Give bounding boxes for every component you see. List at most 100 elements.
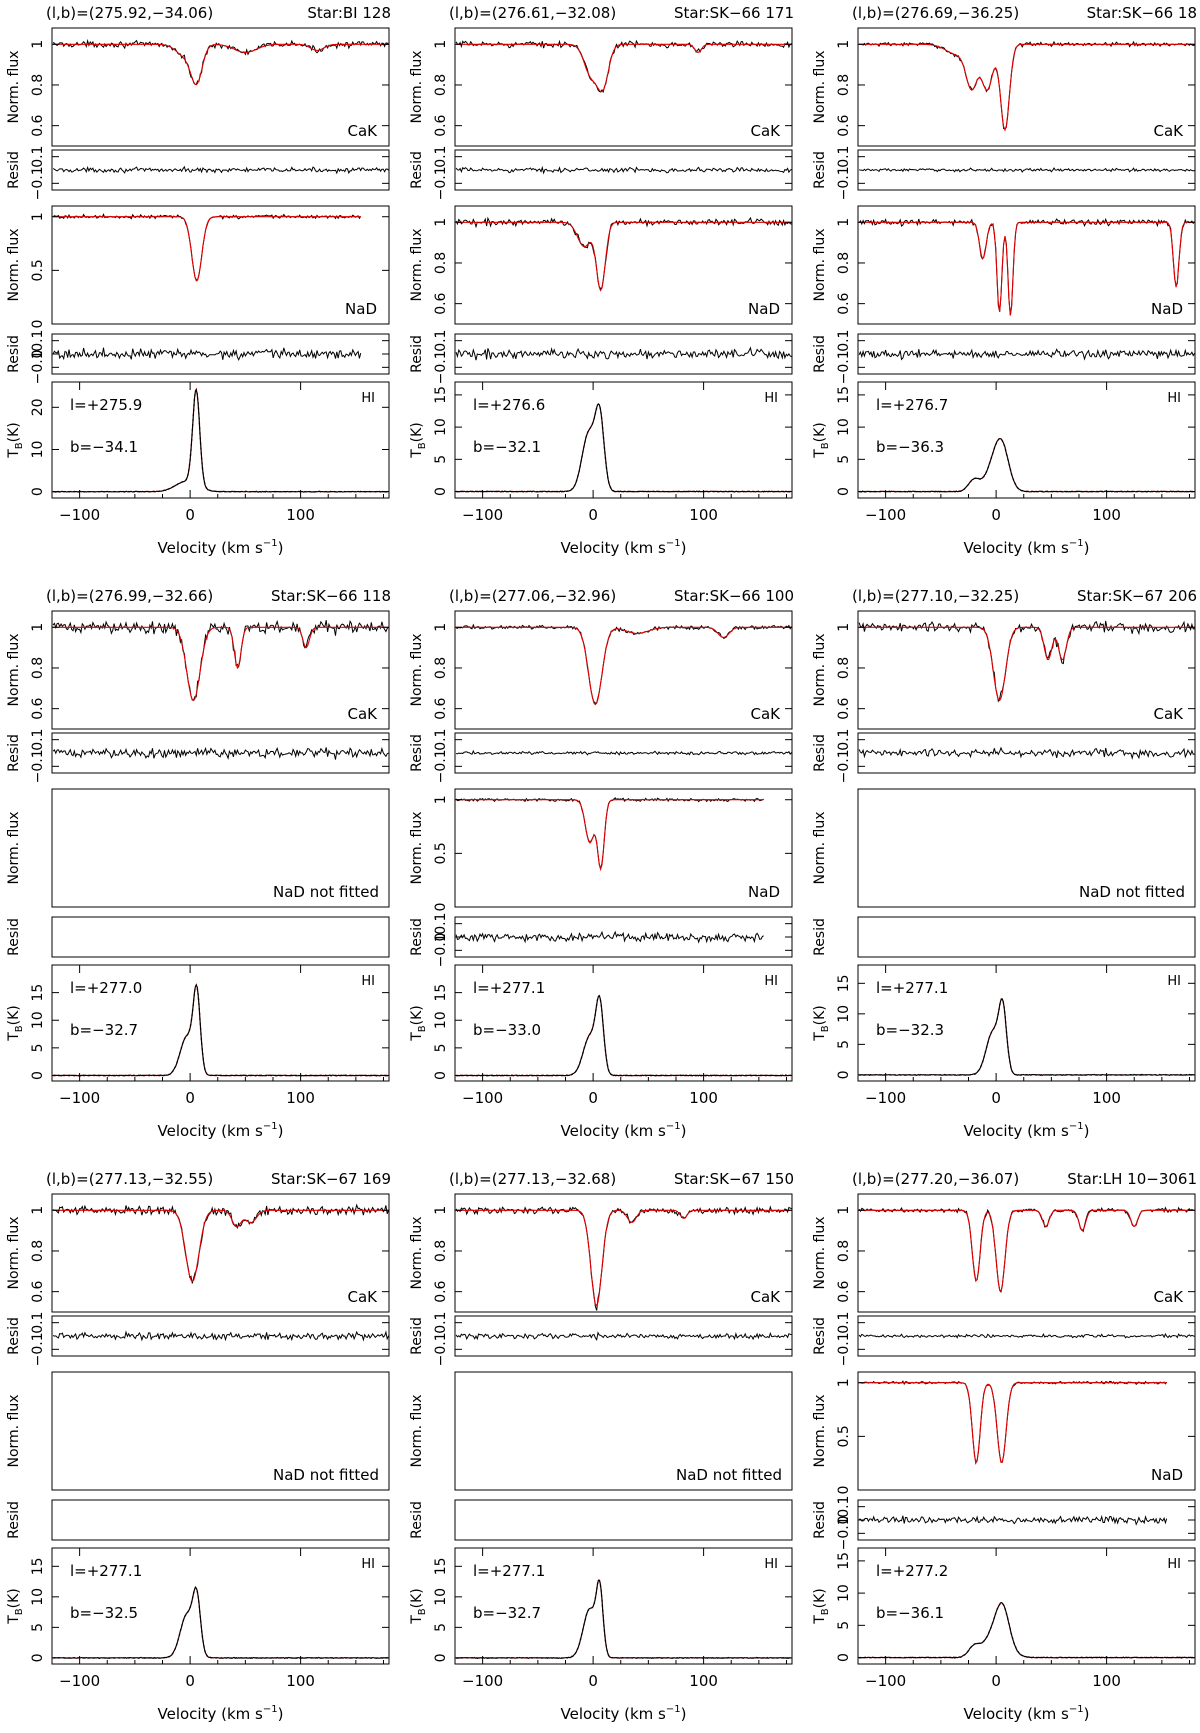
cak-data-line (858, 1206, 1195, 1293)
cak-y-tick-label: 0.8 (433, 657, 449, 679)
nad-ylabel: Norm. flux (812, 1394, 828, 1467)
hi-y-tick-label: 0 (836, 1070, 852, 1079)
nad-data-line (455, 797, 764, 871)
nad-resid-y-tick-label: 0.1 (836, 330, 852, 352)
cak-frame (857, 610, 1196, 730)
nad-frame (857, 1371, 1196, 1491)
nad-label: NaD (1151, 300, 1183, 318)
cak-resid-y-tick-label: −0.1 (30, 1332, 46, 1366)
hi-y-tick-label: 5 (433, 455, 449, 464)
hi-label: HI (1167, 1557, 1181, 1572)
x-axis-label: Velocity (km s−1) (964, 1121, 1090, 1140)
nad-y-tick-label: 0.5 (30, 259, 46, 281)
hi-b-text: b=−32.5 (70, 1604, 138, 1622)
x-axis-label: Velocity (km s−1) (964, 538, 1090, 557)
cak-resid-frame (857, 1315, 1196, 1357)
nad-y-tick-label: 1 (433, 795, 449, 804)
cak-resid-frame (454, 1315, 793, 1357)
hi-ylabel: TB(K) (6, 1005, 25, 1042)
hi-l-text: l=+277.1 (473, 979, 545, 997)
spectrum-panel: (l,b)=(276.61,−32.08) Star:SK−66 171 1 0.8 0… (409, 4, 794, 557)
cak-data-line (455, 39, 792, 94)
hi-frame (857, 1547, 1196, 1665)
hi-data-line (859, 1601, 1195, 1659)
hi-y-tick-label: 15 (30, 1557, 46, 1575)
cak-y-tick-label: 1 (30, 40, 46, 49)
hi-y-tick-label: 10 (433, 1011, 449, 1029)
nad-resid-y-tick-label: 0.1 (433, 330, 449, 352)
cak-fit-line (53, 43, 389, 86)
x-tick-label: −100 (462, 506, 503, 524)
hi-ylabel: TB(K) (409, 1005, 428, 1042)
panel-coords: (l,b)=(277.20,−36.07) (852, 1170, 1019, 1188)
x-axis-label: Velocity (km s−1) (561, 1121, 687, 1140)
cak-resid-y-tick-label: −0.1 (30, 749, 46, 783)
nad-resid-line (455, 930, 764, 944)
cak-ylabel: Norm. flux (409, 633, 425, 706)
hi-b-text: b=−34.1 (70, 438, 138, 456)
x-tick-label: 0 (588, 1672, 598, 1690)
x-axis-label: Velocity (km s−1) (561, 538, 687, 557)
cak-label: CaK (750, 122, 781, 140)
cak-fit-line (53, 626, 389, 702)
nad-y-tick-label: 0 (30, 320, 46, 329)
cak-data-line (858, 40, 1195, 130)
nad-y-tick-label: 1 (836, 218, 852, 227)
hi-label: HI (361, 391, 375, 406)
hi-ylabel: TB(K) (6, 1588, 25, 1625)
cak-resid-line (455, 749, 792, 756)
cak-y-tick-label: 1 (836, 623, 852, 632)
cak-ylabel: Norm. flux (409, 50, 425, 123)
x-tick-label: 0 (185, 506, 195, 524)
cak-resid-ylabel: Resid (6, 1317, 22, 1355)
nad-ylabel: Norm. flux (6, 1394, 22, 1467)
cak-frame (857, 1193, 1196, 1313)
nad-y-tick-label: 1 (433, 218, 449, 227)
nad-not-fitted-label: NaD not fitted (273, 1466, 379, 1484)
nad-y-tick-label: 0.5 (433, 842, 449, 864)
x-axis-label: Velocity (km s−1) (158, 1704, 284, 1723)
nad-label: NaD (1151, 1466, 1183, 1484)
spectrum-panel: (l,b)=(277.10,−32.25) Star:SK−67 206 1 0.8 0… (812, 587, 1197, 1140)
hi-y-tick-label: 0 (836, 487, 852, 496)
hi-y-tick-label: 5 (30, 1623, 46, 1632)
hi-b-text: b=−36.3 (876, 438, 944, 456)
hi-y-tick-label: 10 (30, 441, 46, 459)
hi-y-tick-label: 10 (836, 1005, 852, 1023)
cak-data-line (455, 623, 793, 704)
nad-y-tick-label: 1 (30, 212, 46, 221)
cak-ylabel: Norm. flux (6, 633, 22, 706)
hi-frame (857, 964, 1196, 1082)
cak-label: CaK (750, 705, 781, 723)
nad-y-tick-label: 0.8 (433, 252, 449, 274)
hi-y-tick-label: 10 (30, 1588, 46, 1606)
panel-coords: (l,b)=(276.99,−32.66) (46, 587, 213, 605)
cak-y-tick-label: 0.8 (836, 1240, 852, 1262)
panel-star: Star:SK−67 169 (271, 1170, 391, 1188)
nad-resid-frame (51, 1499, 390, 1541)
hi-data-line (455, 1579, 792, 1660)
x-tick-label: 100 (286, 506, 315, 524)
nad-not-fitted-label: NaD not fitted (273, 883, 379, 901)
x-tick-label: 100 (689, 1672, 718, 1690)
nad-frame (454, 1371, 793, 1491)
cak-resid-line (858, 746, 1195, 761)
cak-label: CaK (750, 1288, 781, 1306)
hi-label: HI (764, 391, 778, 406)
cak-resid-y-tick-label: −0.1 (836, 1332, 852, 1366)
panel-coords: (l,b)=(277.06,−32.96) (449, 587, 616, 605)
panel-star: Star:SK−66 171 (674, 4, 794, 22)
nad-resid-line (858, 348, 1196, 361)
hi-b-text: b=−32.1 (473, 438, 541, 456)
cak-frame (454, 610, 793, 730)
x-axis-label: Velocity (km s−1) (561, 1704, 687, 1723)
x-tick-label: 0 (991, 1089, 1001, 1107)
nad-resid-frame (51, 916, 390, 958)
x-tick-label: 0 (991, 506, 1001, 524)
hi-ylabel: TB(K) (812, 1005, 831, 1042)
nad-frame (454, 788, 793, 908)
nad-ylabel: Norm. flux (409, 228, 425, 301)
spectrum-panel: (l,b)=(277.13,−32.68) Star:SK−67 150 1 0.8 0… (409, 1170, 794, 1723)
cak-resid-ylabel: Resid (812, 151, 828, 189)
